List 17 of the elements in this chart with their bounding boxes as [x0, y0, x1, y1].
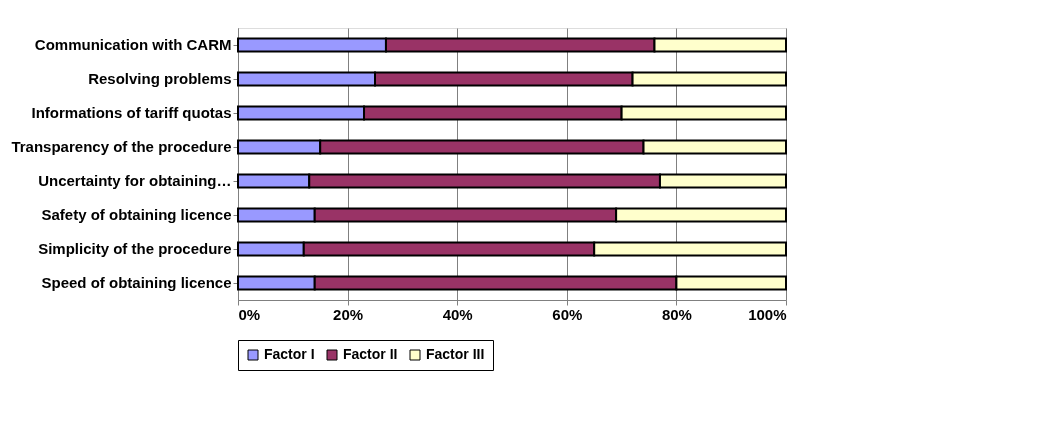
y-tick-label: Safety of obtaining licence — [41, 206, 232, 223]
x-tick-label: 60% — [552, 305, 583, 323]
y-tick-label: Resolving problems — [88, 70, 232, 87]
y-tick-label: Informations of tariff quotas — [31, 104, 232, 121]
y-tick-label: Transparency of the procedure — [11, 138, 232, 155]
legend-label: Factor III — [426, 346, 485, 362]
x-tick-label: 80% — [661, 305, 692, 323]
x-tick-label: 100% — [748, 305, 787, 323]
x-tick-label: 20% — [333, 305, 364, 323]
y-tick-label: Communication with CARM — [34, 36, 232, 53]
legend-label: Factor II — [343, 346, 398, 362]
x-tick-label: 40% — [442, 305, 473, 323]
y-tick-label: Uncertainty for obtaining… — [38, 172, 232, 189]
y-tick-label: Speed of obtaining licence — [41, 274, 232, 291]
legend-label: Factor I — [264, 346, 315, 362]
x-tick-label: 0% — [238, 305, 261, 323]
y-tick-label: Simplicity of the procedure — [38, 240, 232, 257]
